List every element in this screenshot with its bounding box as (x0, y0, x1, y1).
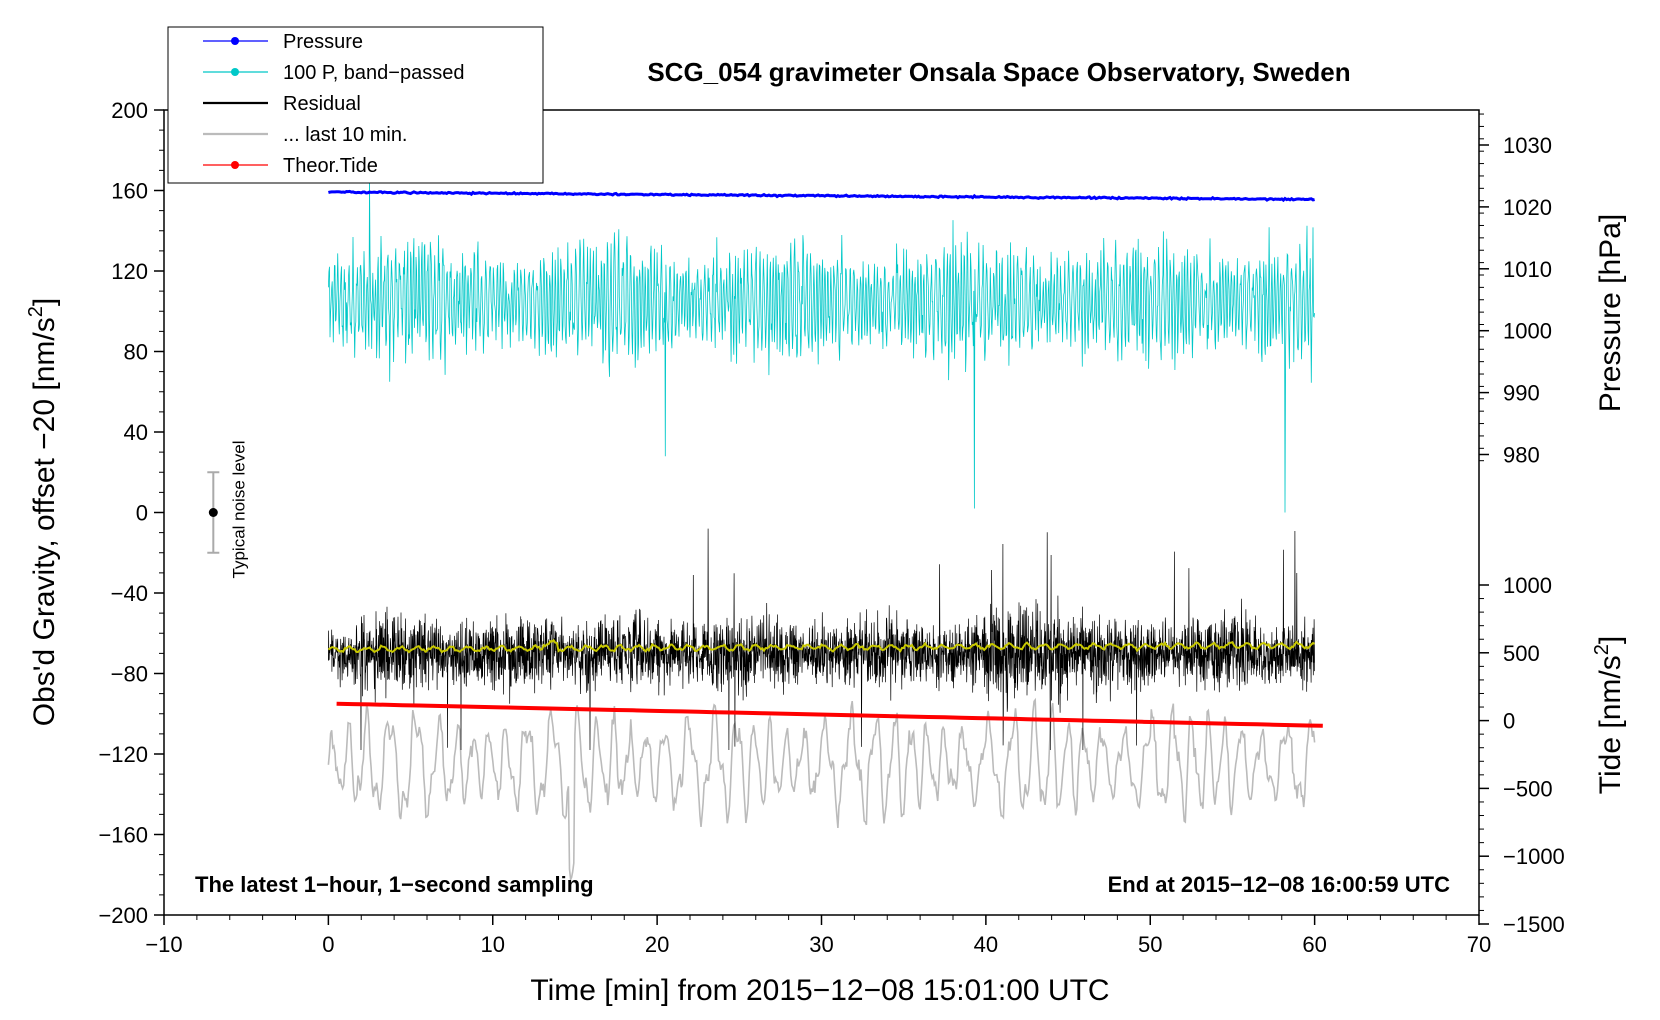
x-tick-label: −10 (145, 932, 182, 957)
noise-bar-label: Typical noise level (229, 441, 248, 579)
y-left-tick-label: 120 (111, 259, 148, 284)
y-pressure-tick-label: 990 (1503, 381, 1540, 406)
y-pressure-tick-label: 1020 (1503, 195, 1552, 220)
chart-title: SCG_054 gravimeter Onsala Space Observat… (647, 57, 1350, 87)
legend-label: ... last 10 min. (283, 124, 408, 146)
plot-frame (163, 109, 1480, 916)
y-pressure-tick-label: 1010 (1503, 257, 1552, 282)
series-smoothed-residual (327, 638, 1316, 654)
legend-marker (231, 68, 239, 76)
legend: Pressure 100 P, band−passed Residual ... la… (167, 26, 544, 184)
x-tick-label: 30 (809, 932, 833, 957)
annotation-left: The latest 1−hour, 1−second sampling (195, 872, 594, 897)
y-tide-tick-label: 1000 (1503, 573, 1552, 598)
y-left-tick-label: −120 (98, 742, 148, 767)
x-axis-title: Time [min] from 2015−12−08 15:01:00 UTC (530, 974, 1109, 1007)
y-axis-title-pressure: Pressure [hPa] (1594, 214, 1627, 412)
x-tick-label: 10 (481, 932, 505, 957)
series-band-passed-pressure (328, 174, 1315, 513)
y-left-tick-label: 160 (111, 179, 148, 204)
legend-label: 100 P, band−passed (283, 62, 464, 84)
x-tick-label: 60 (1302, 932, 1326, 957)
y-left-tick-label: 80 (124, 340, 148, 365)
series-last-10-min (327, 697, 1316, 883)
y-pressure-tick-label: 1030 (1503, 133, 1552, 158)
y-axis-title-tide-sup: 2 (1591, 644, 1613, 655)
y-axis-title-left: Obs'd Gravity, offset −20 [nm/s2] (25, 298, 61, 726)
series-pressure (328, 189, 1315, 203)
y-axis-title-left-end: ] (28, 298, 61, 306)
y-left-tick-label: −200 (98, 903, 148, 928)
series-theor-tide (336, 701, 1323, 728)
y-left-tick-label: −40 (111, 581, 148, 606)
y-tide-tick-label: 0 (1503, 709, 1515, 734)
y-pressure-tick-label: 980 (1503, 443, 1540, 468)
legend-label: Residual (283, 93, 361, 115)
y-tide-tick-label: −1000 (1503, 844, 1565, 869)
y-left-tick-label: 40 (124, 420, 148, 445)
noise-indicator: Typical noise level (207, 441, 248, 579)
x-tick-label: 70 (1467, 932, 1491, 957)
data-layer (327, 174, 1323, 883)
legend-marker (231, 37, 239, 45)
noise-bar-point (208, 508, 218, 517)
y-left-tick-label: −80 (111, 662, 148, 687)
y-left-tick-label: 200 (111, 98, 148, 123)
x-tick-label: 40 (974, 932, 998, 957)
y-left-tick-label: 0 (136, 501, 148, 526)
annotation-right: End at 2015−12−08 16:00:59 UTC (1108, 872, 1451, 897)
y-axis-title-left-sup: 2 (25, 306, 47, 317)
x-tick-label: 0 (322, 932, 334, 957)
legend-label: Pressure (283, 31, 363, 53)
legend-label: Theor.Tide (283, 155, 378, 177)
y-axis-title-tide: Tide [nm/s2] (1591, 636, 1627, 794)
legend-box (167, 26, 544, 184)
y-tide-tick-label: 500 (1503, 641, 1540, 666)
y-axis-title-left-base: Obs'd Gravity, offset −20 [nm/s (28, 317, 61, 726)
x-tick-label: 50 (1138, 932, 1162, 957)
y-axis-title-tide-base: Tide [nm/s (1594, 655, 1627, 794)
y-left-tick-label: −160 (98, 823, 148, 848)
y-tide-tick-label: −1500 (1503, 912, 1565, 937)
axes-layer: −10 0 10 20 30 40 50 60 7020016012080400−40−80−1… (98, 98, 1564, 957)
legend-marker (231, 161, 239, 169)
y-axis-title-tide-end: ] (1594, 636, 1627, 644)
y-pressure-tick-label: 1000 (1503, 319, 1552, 344)
x-tick-label: 20 (645, 932, 669, 957)
y-tide-tick-label: −500 (1503, 776, 1553, 801)
